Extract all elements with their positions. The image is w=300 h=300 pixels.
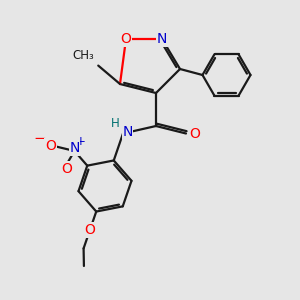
Text: −: − xyxy=(33,131,46,146)
Text: +: + xyxy=(76,135,86,148)
Text: H: H xyxy=(111,117,120,130)
Text: CH₃: CH₃ xyxy=(72,49,94,62)
Text: N: N xyxy=(157,32,167,46)
Text: O: O xyxy=(85,223,95,237)
Text: O: O xyxy=(61,162,72,176)
Text: N: N xyxy=(122,125,133,139)
Text: O: O xyxy=(121,32,131,46)
Text: N: N xyxy=(69,141,80,155)
Text: O: O xyxy=(189,127,200,140)
Text: O: O xyxy=(45,139,56,152)
